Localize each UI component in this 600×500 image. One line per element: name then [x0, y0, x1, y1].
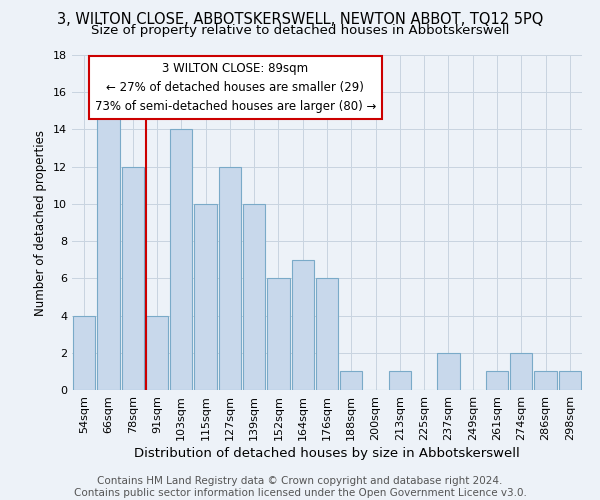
Bar [267, 278, 290, 390]
Bar [146, 316, 168, 390]
Bar [218, 166, 241, 390]
Bar [535, 372, 557, 390]
Bar [510, 353, 532, 390]
Bar [170, 130, 193, 390]
Bar [437, 353, 460, 390]
Bar [97, 111, 119, 390]
Bar [122, 166, 144, 390]
Text: 3 WILTON CLOSE: 89sqm
← 27% of detached houses are smaller (29)
73% of semi-deta: 3 WILTON CLOSE: 89sqm ← 27% of detached … [95, 62, 376, 112]
Bar [340, 372, 362, 390]
X-axis label: Distribution of detached houses by size in Abbotskerswell: Distribution of detached houses by size … [134, 447, 520, 460]
Bar [292, 260, 314, 390]
Bar [559, 372, 581, 390]
Bar [243, 204, 265, 390]
Text: Size of property relative to detached houses in Abbotskerswell: Size of property relative to detached ho… [91, 24, 509, 37]
Bar [486, 372, 508, 390]
Bar [316, 278, 338, 390]
Y-axis label: Number of detached properties: Number of detached properties [34, 130, 47, 316]
Text: 3, WILTON CLOSE, ABBOTSKERSWELL, NEWTON ABBOT, TQ12 5PQ: 3, WILTON CLOSE, ABBOTSKERSWELL, NEWTON … [57, 12, 543, 28]
Text: Contains HM Land Registry data © Crown copyright and database right 2024.
Contai: Contains HM Land Registry data © Crown c… [74, 476, 526, 498]
Bar [194, 204, 217, 390]
Bar [389, 372, 411, 390]
Bar [73, 316, 95, 390]
